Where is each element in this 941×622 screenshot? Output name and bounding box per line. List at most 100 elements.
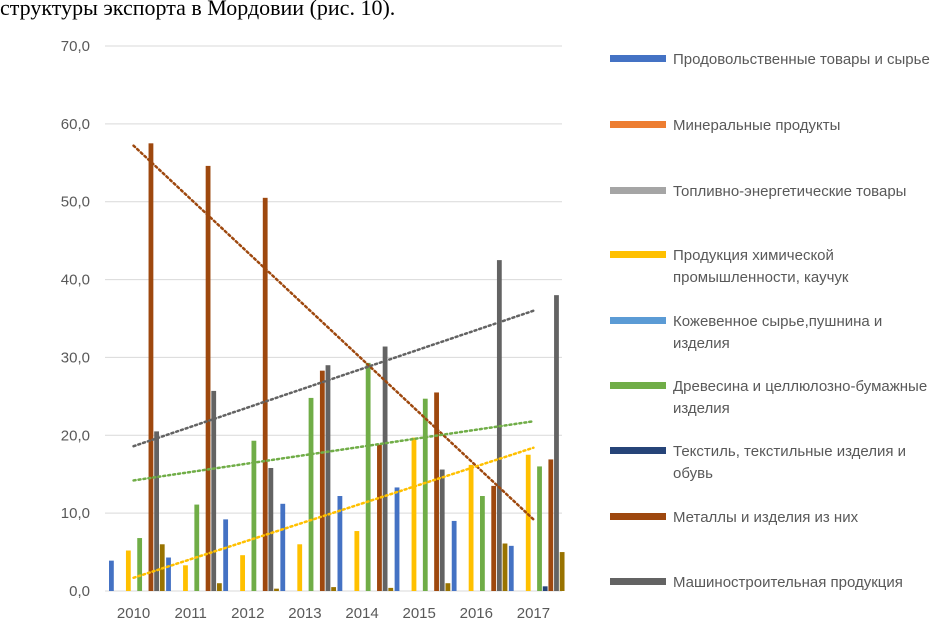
bar [439, 469, 445, 591]
x-tick-label: 2015 [403, 605, 436, 622]
bar [337, 496, 343, 591]
x-axis-labels: 2010 2011 2012 2013 2014 2015 2016 2017 [117, 605, 550, 622]
bar [137, 538, 143, 591]
bar [325, 365, 331, 591]
bars [109, 143, 565, 592]
bar [365, 362, 371, 591]
trendline [132, 420, 535, 482]
y-tick-label: 10,0 [61, 505, 90, 522]
x-tick-label: 2013 [288, 605, 321, 622]
bar [166, 557, 171, 591]
bar [251, 440, 257, 591]
y-axis-labels: 0,0 10,0 20,0 30,0 40,0 50,0 60,0 70,0 [61, 38, 90, 600]
y-tick-label: 20,0 [61, 427, 90, 444]
bar [297, 544, 303, 591]
legend-swatch [610, 317, 666, 324]
bar [388, 587, 394, 591]
bar [262, 197, 268, 592]
bar [542, 586, 548, 591]
bar [502, 543, 508, 591]
legend-label: Древесина и целлюлозно-бумажные изделия [673, 378, 928, 417]
bar [451, 520, 457, 591]
y-tick-label: 60,0 [61, 116, 90, 133]
legend-item: Топливно-энергетические товары [610, 181, 941, 203]
legend-swatch [610, 513, 666, 520]
bar [223, 519, 229, 591]
bar [331, 587, 337, 591]
bar [382, 346, 388, 591]
bar [109, 560, 114, 591]
y-tick-label: 50,0 [61, 194, 90, 211]
legend-label: Минеральные продукты [673, 117, 841, 134]
legend-item: Минеральные продукты [610, 115, 941, 137]
legend-swatch [610, 251, 666, 258]
legend-item: Металлы и изделия из них [610, 507, 941, 529]
page-heading: структуры экспорта в Мордовии (рис. 10). [0, 0, 396, 20]
legend-label: Продукция химической промышленности, кау… [673, 247, 849, 286]
x-tick-label: 2016 [460, 605, 493, 622]
bar [319, 370, 325, 591]
bar [445, 583, 451, 591]
bar [240, 555, 245, 591]
bar [354, 531, 360, 591]
legend-swatch [610, 55, 666, 62]
bar [125, 550, 131, 591]
bar [280, 503, 286, 591]
bar [508, 545, 514, 591]
bar [434, 392, 439, 591]
legend-label: Металлы и изделия из них [673, 509, 859, 526]
trendline [132, 446, 535, 580]
x-tick-label: 2011 [175, 605, 207, 622]
legend-item: Продукция химической промышленности, кау… [610, 245, 941, 289]
legend-swatch [610, 447, 666, 454]
legend-swatch [610, 578, 666, 585]
x-tick-label: 2014 [345, 605, 378, 622]
bar [274, 588, 279, 591]
legend-item: Текстиль, текстильные изделия и обувь [610, 441, 941, 485]
bar [491, 485, 497, 591]
y-tick-label: 70,0 [61, 38, 90, 55]
legend-swatch [610, 121, 666, 128]
bar [537, 466, 542, 591]
bar [548, 459, 554, 591]
bar [468, 464, 474, 591]
legend-label: Продовольственные товары и сырье [673, 51, 930, 68]
x-tick-label: 2010 [117, 605, 150, 622]
trendline [132, 309, 535, 448]
legend-swatch [610, 187, 666, 194]
bar [394, 487, 400, 591]
y-tick-label: 40,0 [61, 272, 90, 289]
bar [411, 437, 417, 591]
bar [216, 583, 222, 591]
legend-label: Текстиль, текстильные изделия и обувь [673, 443, 907, 482]
bar [183, 565, 188, 591]
bar [194, 504, 200, 591]
x-tick-label: 2012 [231, 605, 264, 622]
bar [480, 496, 485, 591]
bar [559, 552, 565, 591]
bar [211, 390, 217, 591]
bar [422, 398, 428, 591]
bar [525, 454, 531, 591]
y-tick-label: 0,0 [69, 583, 90, 600]
legend-label: Кожевенное сырье,пушнина и изделия [673, 313, 883, 352]
bar [554, 295, 559, 591]
bar [205, 165, 211, 591]
legend-swatch [610, 382, 666, 389]
legend-item: Машиностроительная продукция [610, 572, 941, 594]
trendline [132, 144, 535, 521]
y-tick-label: 30,0 [61, 349, 90, 366]
legend-item: Продовольственные товары и сырье [610, 49, 941, 71]
bar [148, 143, 154, 592]
legend-item: Древесина и целлюлозно-бумажные изделия [610, 376, 941, 420]
legend-item: Кожевенное сырье,пушнина и изделия [610, 311, 941, 355]
bar [268, 467, 274, 591]
legend-label: Топливно-энергетические товары [673, 183, 907, 200]
bar [308, 397, 314, 591]
bar [154, 431, 159, 591]
bar [377, 444, 382, 591]
x-tick-label: 2017 [517, 605, 550, 622]
legend-label: Машиностроительная продукция [673, 574, 903, 591]
trendlines [132, 144, 535, 580]
